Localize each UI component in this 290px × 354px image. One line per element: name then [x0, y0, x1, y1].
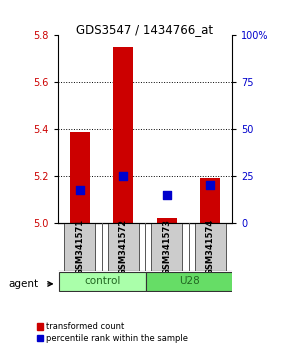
Text: GSM341571: GSM341571	[75, 219, 84, 275]
Bar	[146, 272, 233, 291]
Legend: transformed count, percentile rank within the sample: transformed count, percentile rank withi…	[33, 319, 192, 346]
Bar	[108, 223, 139, 271]
Bar	[59, 272, 146, 291]
Text: GSM341573: GSM341573	[162, 219, 171, 275]
Bar	[200, 178, 220, 223]
Text: agent: agent	[9, 279, 39, 289]
Bar	[113, 47, 133, 223]
Bar	[157, 218, 177, 223]
Point	[208, 183, 213, 188]
Text: control: control	[84, 276, 121, 286]
Bar	[70, 132, 90, 223]
Point	[164, 192, 169, 198]
Point	[121, 173, 126, 179]
Text: GDS3547 / 1434766_at: GDS3547 / 1434766_at	[77, 23, 213, 36]
Text: U28: U28	[179, 276, 200, 286]
Bar	[151, 223, 182, 271]
Point	[77, 187, 82, 193]
Bar	[64, 223, 95, 271]
Text: GSM341572: GSM341572	[119, 219, 128, 275]
Bar	[195, 223, 226, 271]
Text: GSM341574: GSM341574	[206, 219, 215, 275]
